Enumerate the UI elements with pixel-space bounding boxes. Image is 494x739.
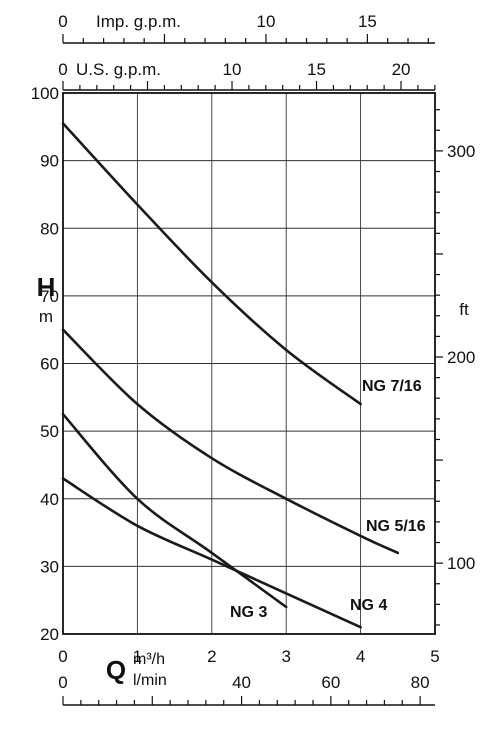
us-gpm-label: U.S. g.p.m. [76, 60, 161, 79]
curve-label: NG 7/16 [362, 378, 422, 395]
secondary-tick-label: 60 [321, 673, 340, 692]
secondary-tick-label: 80 [411, 673, 430, 692]
curves [61, 122, 400, 629]
lmin-axis-ticks: 0 40 60 80 [58, 673, 435, 706]
ft-axis-unit: ft [459, 300, 469, 319]
x-tick-label: 1 [133, 647, 142, 666]
grid [63, 93, 435, 634]
x-tick-label: 5 [430, 647, 439, 666]
secondary-tick-label: 40 [232, 673, 251, 692]
x-tick-label: 4 [356, 647, 365, 666]
secondary-tick-label: 0 [58, 12, 67, 31]
y-axis-unit: m [39, 307, 53, 326]
secondary-tick-label: 15 [358, 12, 377, 31]
curve-line [61, 328, 400, 555]
curve-label: NG 3 [230, 604, 267, 621]
ft-tick-label: 100 [447, 554, 475, 573]
curve-line [61, 477, 362, 629]
secondary-tick-label: 15 [307, 60, 326, 79]
y-tick-label: 40 [40, 490, 59, 509]
curve-line [61, 412, 288, 609]
secondary-tick-label: 0 [58, 60, 67, 79]
x-tick-label: 3 [281, 647, 290, 666]
curve-label: NG 4 [350, 597, 387, 614]
imp-gpm-axis-ticks: 0 10 15 [58, 12, 435, 44]
imp-gpm-label: Imp. g.p.m. [96, 12, 181, 31]
y-tick-label: 70 [40, 287, 59, 306]
secondary-tick-label: 20 [392, 60, 411, 79]
ft-axis-ticks: 100 200 300 [435, 109, 475, 626]
curve-label: NG 5/16 [366, 518, 426, 535]
y-tick-label: 80 [40, 219, 59, 238]
us-gpm-axis-ticks: 0 10 15 20 [58, 60, 436, 91]
x-axis-ticks: 0 1 2 3 4 5 [58, 647, 439, 666]
plot-frame [62, 92, 436, 635]
y-tick-label: 100 [31, 84, 59, 103]
x-tick-label: 2 [207, 647, 216, 666]
curve-line [61, 122, 362, 406]
secondary-tick-label: 10 [256, 12, 275, 31]
y-tick-label: 50 [40, 422, 59, 441]
x-tick-label: 0 [58, 647, 67, 666]
curve-labels: NG 7/16 NG 5/16 NG 4 NG 3 [230, 378, 426, 621]
secondary-tick-label: 10 [223, 60, 242, 79]
y-tick-label: 20 [40, 625, 59, 644]
x-axis-unit-bottom: l/min [133, 672, 167, 689]
x-axis-symbol: Q [106, 655, 126, 685]
x-axis-unit-top: m³/h [133, 651, 165, 668]
y-tick-label: 90 [40, 152, 59, 171]
secondary-tick-label: 0 [58, 673, 67, 692]
y-axis-ticks: 20 30 40 50 60 70 80 90 100 [31, 84, 59, 644]
ft-tick-label: 200 [447, 348, 475, 367]
y-tick-label: 30 [40, 557, 59, 576]
y-tick-label: 60 [40, 355, 59, 374]
y-axis-symbol: H [37, 272, 56, 302]
ft-tick-label: 300 [447, 142, 475, 161]
